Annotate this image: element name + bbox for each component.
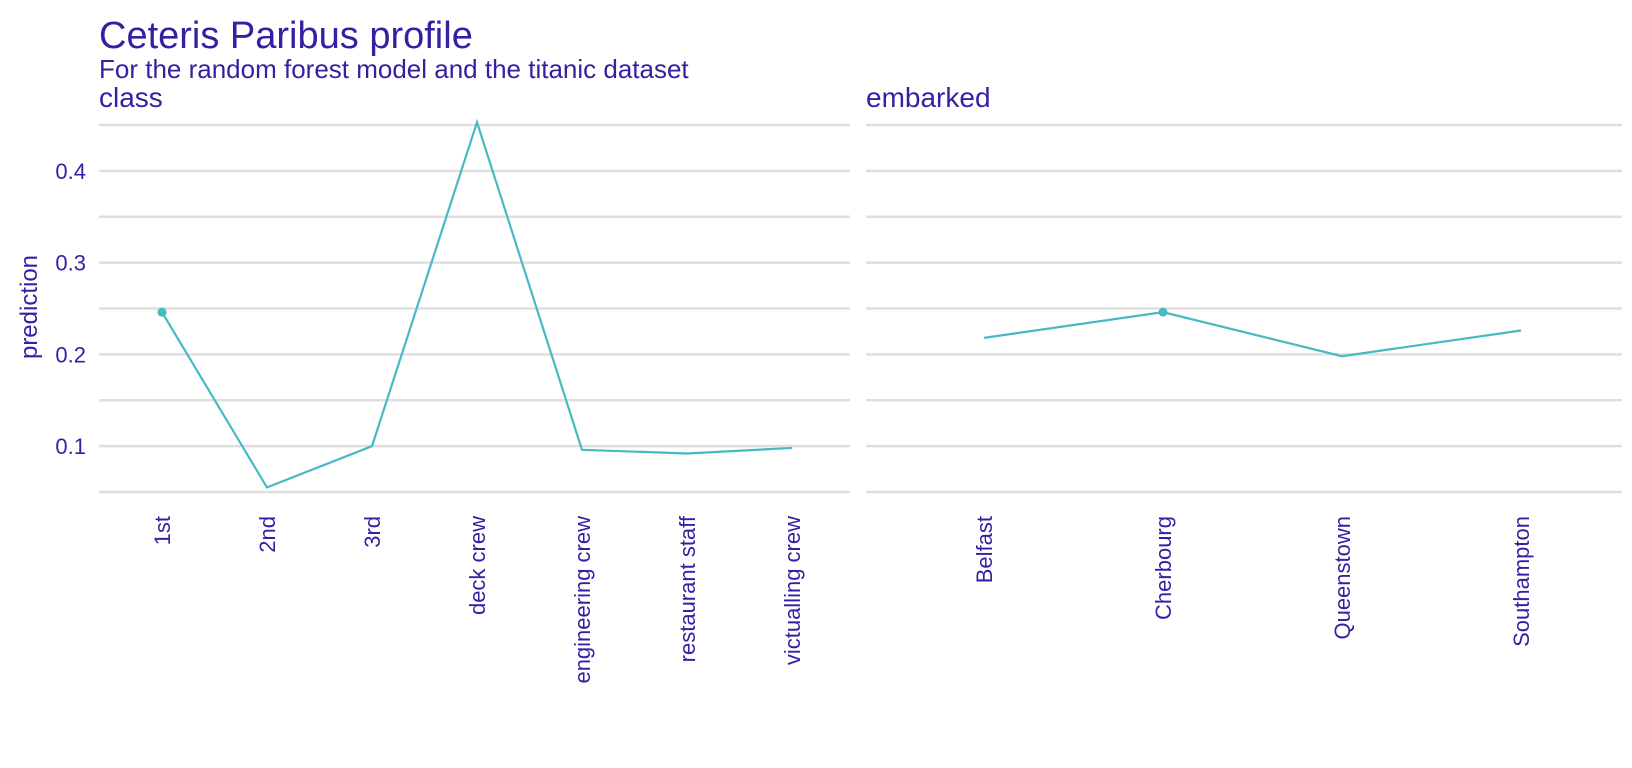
observation-point — [1158, 307, 1168, 317]
panel-class: class 1st 2nd 3rd deck crew engineering crew r… — [99, 82, 850, 684]
x-tick-label: 1st — [150, 516, 175, 545]
panel-title: class — [99, 82, 163, 113]
chart-subtitle: For the random forest model and the tita… — [99, 54, 689, 84]
panel-title: embarked — [866, 82, 991, 113]
x-tick-label: 2nd — [255, 516, 280, 553]
x-tick-label: 3rd — [360, 516, 385, 548]
x-tick-label: Queenstown — [1330, 516, 1355, 640]
chart-title: Ceteris Paribus profile — [99, 15, 473, 57]
x-tick-label: Cherbourg — [1151, 516, 1176, 620]
y-tick-label: 0.2 — [55, 342, 86, 367]
y-tick-label: 0.3 — [55, 251, 86, 276]
panels: 0.1 0.2 0.3 0.4 class 1st 2nd 3rd deck crew engin… — [55, 82, 1622, 684]
panel-embarked: embarked Belfast Cherbourg Queenstown Southa… — [866, 82, 1622, 647]
x-tick-label: engineering crew — [570, 516, 595, 684]
y-tick-label: 0.1 — [55, 434, 86, 459]
x-tick-label: victualling crew — [780, 516, 805, 665]
x-tick-label: Belfast — [972, 516, 997, 583]
x-tick-label: Southampton — [1509, 516, 1534, 647]
profile-line — [983, 311, 1522, 358]
observation-point — [157, 307, 167, 317]
x-tick-label: restaurant staff — [675, 515, 700, 662]
y-tick-label: 0.4 — [55, 159, 86, 184]
y-axis-label: prediction — [16, 255, 43, 359]
profile-line — [161, 118, 793, 489]
x-tick-label: deck crew — [465, 516, 490, 615]
